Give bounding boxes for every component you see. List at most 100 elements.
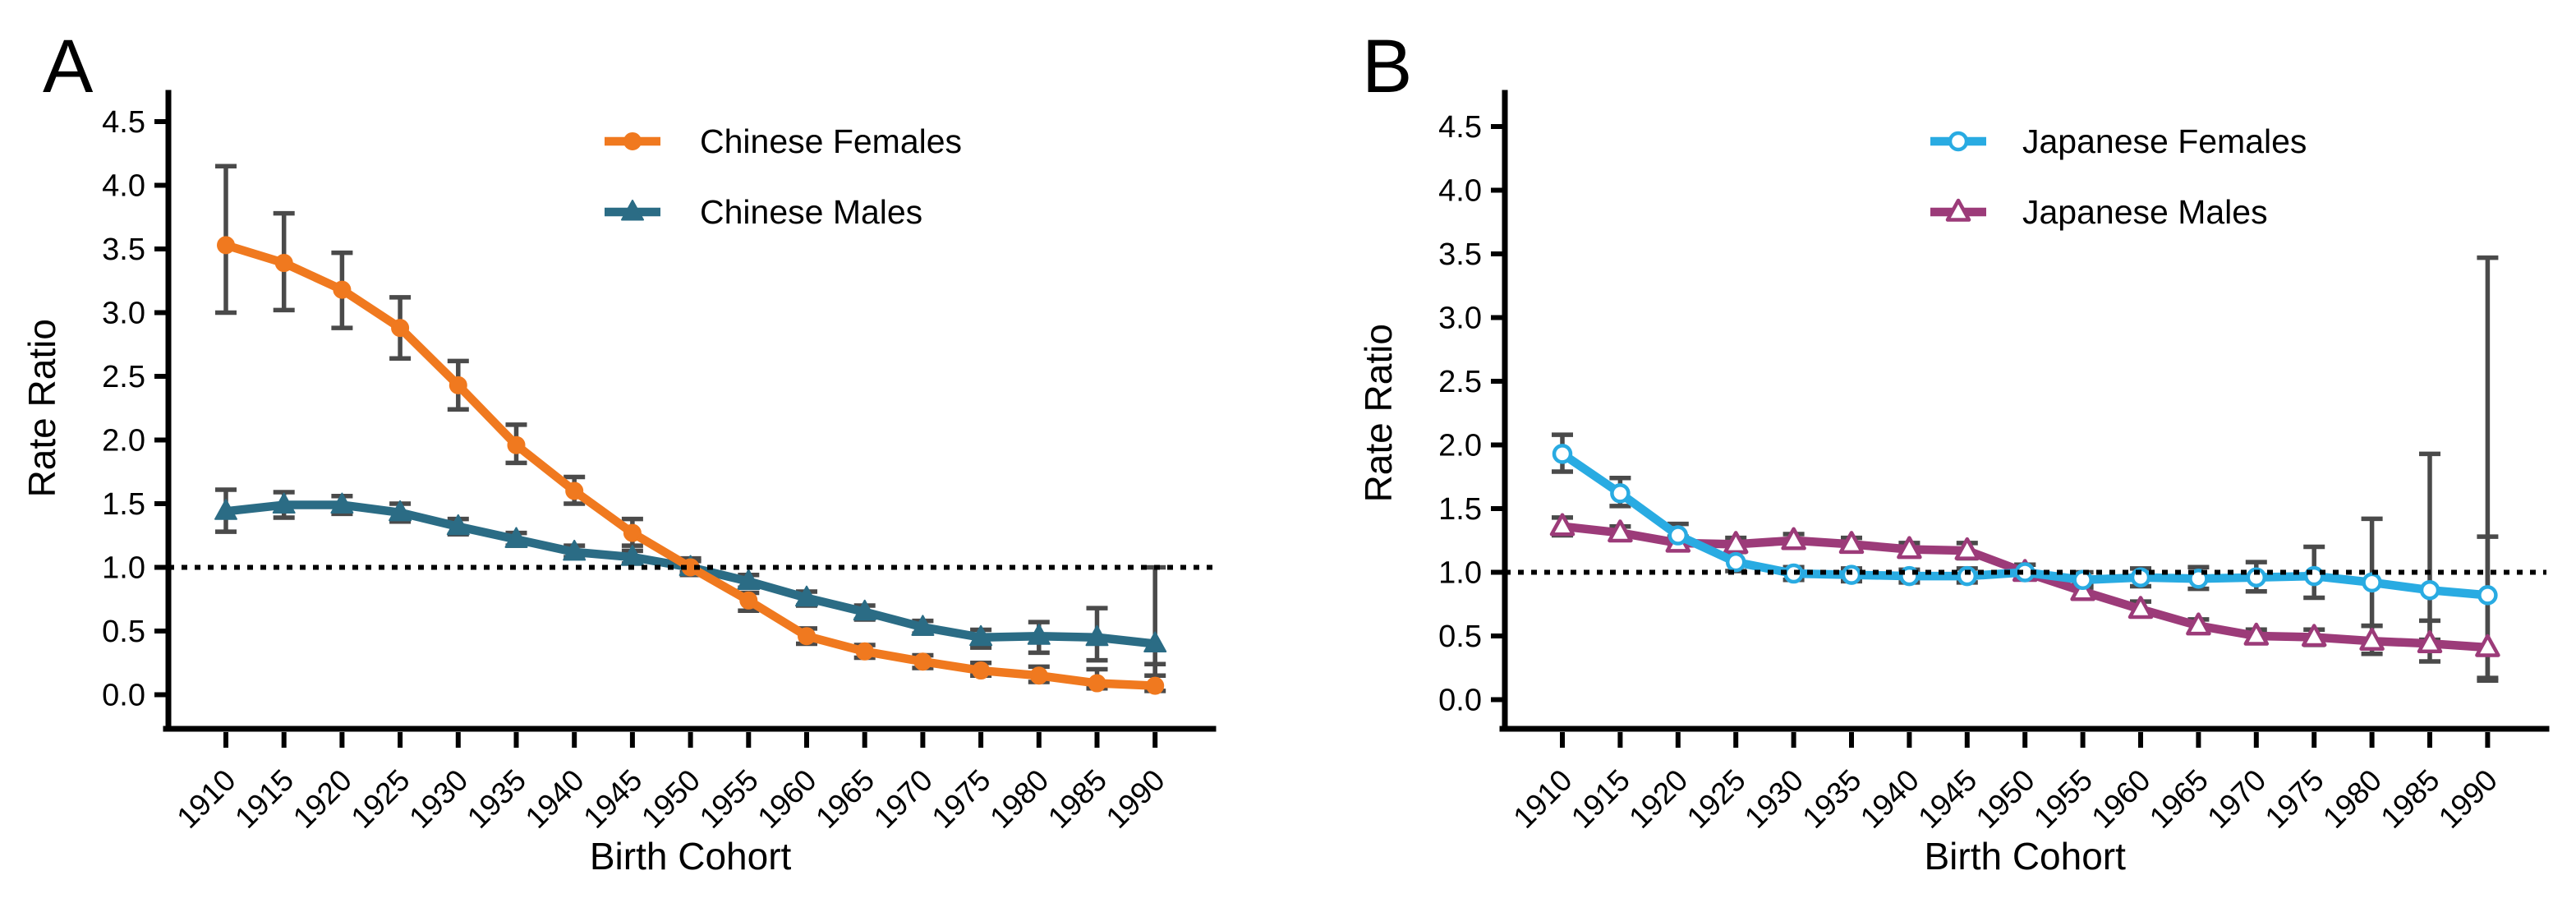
y-tick-label-3.5: 3.5 bbox=[1438, 237, 1482, 272]
legend-label-japanese-females: Japanese Females bbox=[2022, 122, 2307, 160]
x-tick-label-1965: 1965 bbox=[2143, 763, 2215, 835]
marker-chinese-males-1965 bbox=[853, 599, 876, 621]
y-tick-label-2.5: 2.5 bbox=[1438, 365, 1482, 399]
x-tick-label-1990: 1990 bbox=[2432, 763, 2504, 835]
y-tick-label-1.0: 1.0 bbox=[1438, 556, 1482, 591]
error-bar-chinese-males-1990 bbox=[1144, 564, 1166, 678]
marker-chinese-females-1940 bbox=[565, 481, 584, 500]
legend-item-japanese-females: Japanese Females bbox=[1930, 122, 2307, 160]
panel-label-a: A bbox=[43, 25, 94, 108]
x-tick-label-1960: 1960 bbox=[2085, 763, 2156, 835]
marker-japanese-males-1960 bbox=[2128, 596, 2154, 620]
x-tick-label-1940: 1940 bbox=[519, 763, 591, 835]
marker-japanese-females-1935 bbox=[1841, 564, 1862, 585]
marker-japanese-males-1975 bbox=[2301, 624, 2327, 647]
marker-japanese-males-1970 bbox=[2243, 622, 2270, 646]
marker-chinese-females-1970 bbox=[913, 652, 932, 671]
y-ticks: 0.0 0.5 1.0 1.5 2.0 2.5 3.0 3.5 4.0 4.5 bbox=[1438, 110, 1503, 718]
axes bbox=[163, 90, 1217, 732]
error-bars bbox=[215, 164, 1166, 693]
marker-japanese-females-1920 bbox=[1668, 525, 1689, 546]
x-tick-label-1930: 1930 bbox=[1738, 763, 1810, 835]
marker-chinese-females-1985 bbox=[1088, 674, 1106, 693]
marker-japanese-females-1985 bbox=[2419, 579, 2440, 601]
marker-chinese-males-1935 bbox=[504, 527, 528, 548]
y-tick-label-0.0: 0.0 bbox=[102, 679, 145, 713]
marker-chinese-males-1920 bbox=[330, 492, 354, 514]
marker-japanese-females-1955 bbox=[2072, 569, 2093, 591]
marker-chinese-females-1975 bbox=[972, 661, 991, 680]
y-tick-label-1.0: 1.0 bbox=[102, 551, 145, 586]
marker-chinese-males-1985 bbox=[1085, 624, 1109, 647]
x-tick-label-1990: 1990 bbox=[1100, 763, 1171, 835]
legend-label-japanese-males: Japanese Males bbox=[2022, 193, 2268, 231]
x-tick-label-1955: 1955 bbox=[2027, 763, 2099, 835]
marker-chinese-males-1970 bbox=[911, 615, 935, 636]
marker-japanese-females-1970 bbox=[2246, 567, 2267, 587]
y-axis-title: Rate Ratio bbox=[21, 319, 63, 497]
x-tick-label-1960: 1960 bbox=[751, 763, 822, 835]
axes bbox=[1499, 90, 2550, 732]
y-tick-label-4.5: 4.5 bbox=[1438, 110, 1482, 145]
legend-item-chinese-males: Chinese Males bbox=[605, 193, 922, 231]
marker-chinese-females-1915 bbox=[274, 254, 293, 273]
legend: Japanese Females Japanese Males bbox=[1930, 122, 2307, 231]
x-tick-label-1935: 1935 bbox=[461, 763, 532, 835]
legend-label-chinese-males: Chinese Males bbox=[700, 193, 922, 231]
marker-chinese-males-1915 bbox=[272, 492, 296, 514]
y-tick-label-0.5: 0.5 bbox=[1438, 620, 1482, 654]
marker-chinese-females-1980 bbox=[1029, 666, 1048, 685]
marker-chinese-males-1980 bbox=[1027, 624, 1051, 645]
y-ticks: 0.0 0.5 1.0 1.5 2.0 2.5 3.0 3.5 4.0 4.5 bbox=[102, 105, 167, 713]
y-tick-label-4.0: 4.0 bbox=[1438, 174, 1482, 209]
x-tick-label-1915: 1915 bbox=[228, 763, 300, 835]
x-tick-label-1930: 1930 bbox=[402, 763, 474, 835]
panel-b: 0.00.51.01.52.02.53.03.54.04.51910191519… bbox=[1357, 25, 2550, 878]
legend-key-circle-icon bbox=[623, 132, 642, 150]
x-tick-label-1970: 1970 bbox=[867, 763, 939, 835]
x-tick-label-1965: 1965 bbox=[809, 763, 881, 835]
x-tick-label-1910: 1910 bbox=[1506, 763, 1578, 835]
marker-japanese-males-1915 bbox=[1608, 519, 1633, 543]
legend-key-triangle-icon bbox=[1945, 198, 1971, 222]
legend-key-triangle-icon bbox=[621, 200, 644, 221]
x-tick-label-1945: 1945 bbox=[577, 763, 648, 835]
marker-chinese-females-1935 bbox=[507, 435, 526, 454]
marker-chinese-males-1955 bbox=[737, 569, 761, 591]
x-tick-label-1910: 1910 bbox=[170, 763, 242, 835]
x-tick-label-1985: 1985 bbox=[1042, 763, 1113, 835]
x-tick-label-1945: 1945 bbox=[1911, 763, 1983, 835]
x-ticks: 1910191519201925193019351940194519501955… bbox=[170, 732, 1171, 835]
y-tick-label-4.0: 4.0 bbox=[102, 169, 145, 204]
series-line-chinese-females bbox=[221, 241, 1160, 690]
x-tick-label-1980: 1980 bbox=[2316, 763, 2388, 835]
error-bar-japanese-females-1985 bbox=[2419, 451, 2440, 643]
marker-chinese-males-1960 bbox=[795, 585, 818, 607]
marker-japanese-males-1985 bbox=[2417, 630, 2443, 654]
y-tick-label-1.5: 1.5 bbox=[102, 487, 145, 522]
panel-label-b: B bbox=[1362, 25, 1412, 108]
series-chinese-females bbox=[217, 236, 1165, 695]
marker-chinese-females-1925 bbox=[391, 319, 410, 338]
x-tick-label-1950: 1950 bbox=[1970, 763, 2041, 835]
legend-item-japanese-males: Japanese Males bbox=[1930, 193, 2268, 231]
panel-a: 0.00.51.01.52.02.53.03.54.04.51910191519… bbox=[21, 25, 1217, 878]
x-tick-label-1975: 1975 bbox=[926, 763, 997, 835]
legend: Chinese Females Chinese Males bbox=[605, 122, 962, 231]
x-axis-title: Birth Cohort bbox=[1924, 835, 2126, 878]
y-tick-label-2.0: 2.0 bbox=[102, 424, 145, 458]
marker-japanese-females-1980 bbox=[2362, 572, 2382, 593]
marker-chinese-females-1920 bbox=[333, 280, 352, 299]
marker-japanese-males-1965 bbox=[2186, 612, 2211, 636]
marker-japanese-males-1940 bbox=[1897, 536, 1922, 560]
series-japanese-females bbox=[1552, 444, 2498, 606]
marker-japanese-males-1910 bbox=[1549, 513, 1576, 537]
x-tick-label-1925: 1925 bbox=[345, 763, 416, 835]
marker-chinese-females-1960 bbox=[798, 627, 816, 646]
marker-chinese-females-1945 bbox=[623, 523, 642, 542]
y-tick-label-3.5: 3.5 bbox=[102, 233, 145, 267]
y-tick-label-3.0: 3.0 bbox=[1438, 302, 1482, 336]
marker-japanese-males-1930 bbox=[1781, 527, 1806, 551]
marker-chinese-females-1910 bbox=[217, 236, 235, 255]
